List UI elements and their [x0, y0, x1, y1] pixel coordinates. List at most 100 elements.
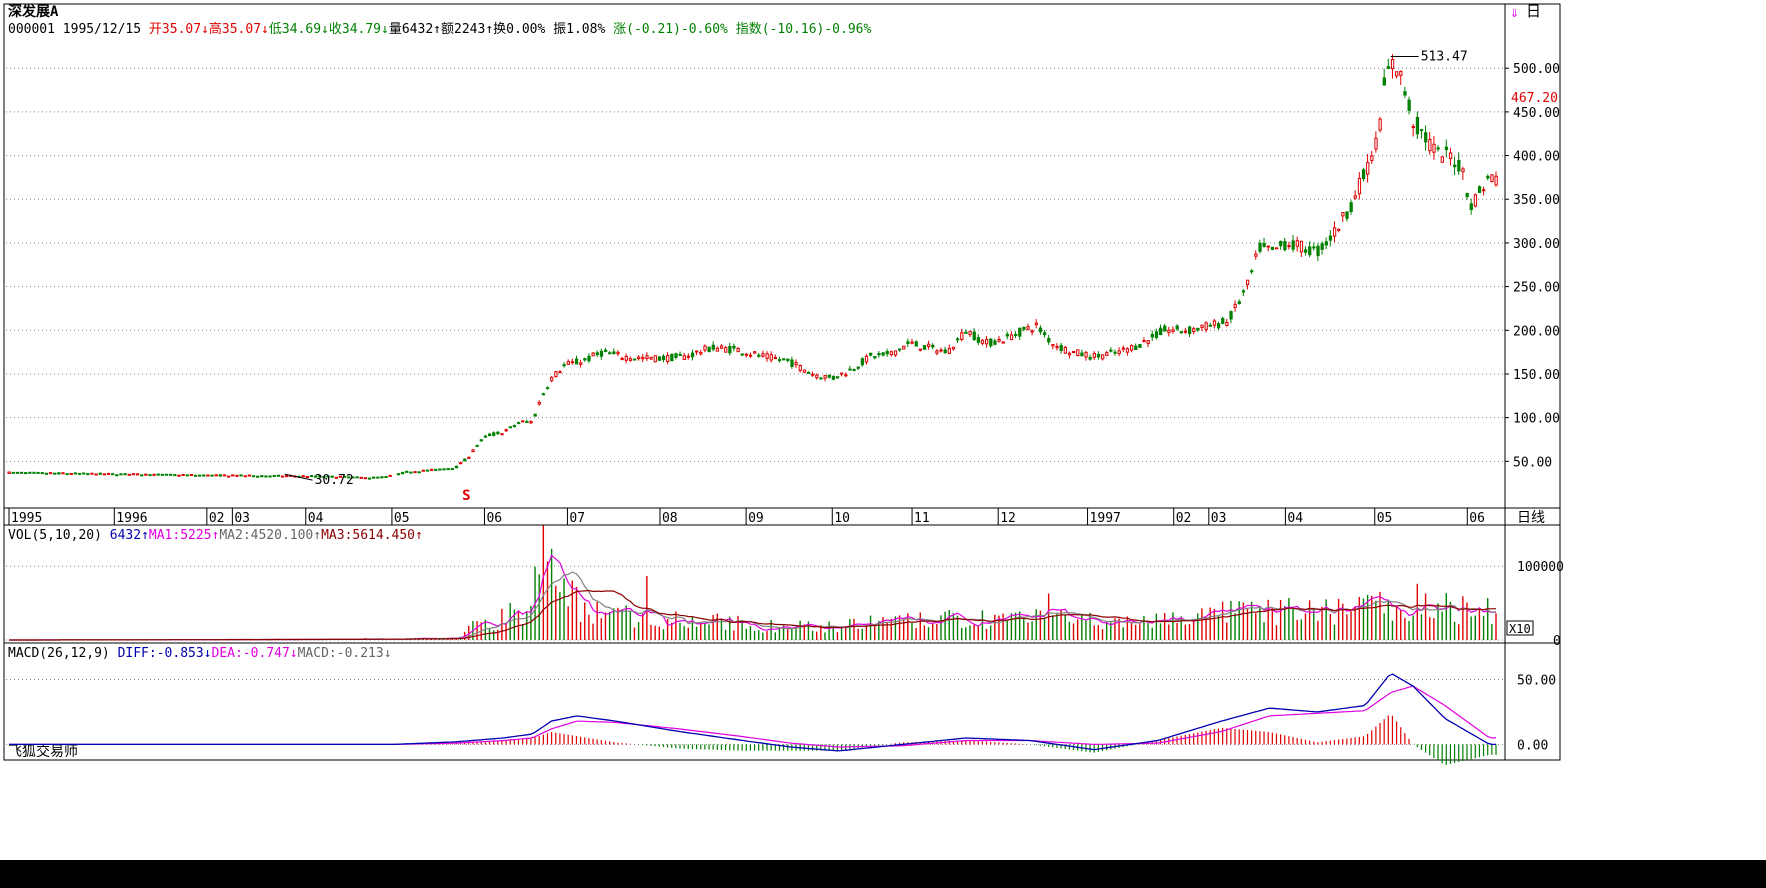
candle-body [94, 473, 98, 476]
candle-body [1175, 325, 1179, 330]
candle-body [338, 475, 343, 478]
price-tick-label: 50.00 [1513, 455, 1552, 470]
candle-body [19, 471, 24, 474]
candle-body [1303, 249, 1308, 253]
candle-body [1448, 152, 1453, 160]
candle-body [438, 468, 442, 471]
candle-body [835, 376, 840, 379]
macd-tick-label: 50.00 [1517, 674, 1556, 689]
candle-body [1192, 328, 1196, 332]
macd-dea: DEA:-0.747 [211, 646, 290, 661]
vol-ma3-line [9, 589, 1497, 641]
candle-body [968, 330, 972, 336]
candle-body [537, 402, 541, 405]
candle-body [1109, 349, 1113, 352]
candle-body [1415, 116, 1420, 135]
low-annotation: 30.72 [315, 473, 354, 488]
candle-body [1129, 345, 1134, 351]
candle-body [1167, 329, 1171, 334]
candle-body [1370, 155, 1374, 161]
candle-body [525, 421, 529, 424]
stock-name: 深发展A [8, 4, 59, 20]
candle-body [222, 474, 227, 477]
candle-body [632, 358, 637, 361]
candle-body [458, 462, 463, 465]
candle-body [123, 473, 127, 476]
candle-body [102, 473, 107, 476]
date-tick-label: 08 [662, 511, 678, 526]
candle-body [794, 362, 798, 366]
stock-code: 000001 [8, 22, 55, 37]
candle-body [889, 351, 894, 356]
candle-body [1295, 240, 1299, 247]
candle-body [36, 471, 40, 474]
price-tick-label: 100.00 [1513, 412, 1560, 427]
candle-body [653, 355, 657, 363]
candle-body [1341, 212, 1345, 217]
candle-body [1494, 175, 1498, 186]
candle-body [649, 356, 653, 360]
candle-body [529, 421, 533, 424]
candle-body [1163, 325, 1167, 332]
candle-body [1051, 344, 1055, 347]
candle-body [106, 472, 111, 475]
candle-body [1345, 211, 1349, 219]
candle-body [1101, 354, 1105, 360]
candle-body [260, 475, 264, 478]
macd-lines [9, 673, 1497, 765]
candle-body [1395, 71, 1399, 77]
date-tick-label: 05 [1377, 511, 1393, 526]
candle-body [1072, 351, 1076, 354]
price-tick-label: 400.00 [1513, 150, 1560, 165]
date-tick-label: 03 [234, 511, 250, 526]
candle-body [744, 353, 749, 356]
candle-body [719, 345, 724, 349]
candle-body [227, 475, 231, 478]
candle-body [1432, 143, 1436, 153]
candle-body [1154, 331, 1159, 338]
candle-body [943, 349, 947, 354]
candle-body [985, 338, 989, 345]
candle-body [247, 474, 252, 477]
candle-body [566, 361, 570, 365]
candle-body [773, 357, 778, 360]
candle-body [815, 374, 819, 379]
candle-body [492, 432, 496, 436]
candle-body [1436, 147, 1440, 150]
candle-body [251, 475, 256, 478]
candle-body [690, 352, 695, 358]
candle-body [616, 351, 620, 355]
date-tick-label: 04 [308, 511, 324, 526]
window-toggle-icon[interactable]: 日 [1526, 2, 1542, 20]
candle-body [811, 373, 815, 376]
price-tick-label: 350.00 [1513, 193, 1560, 208]
candle-body [152, 473, 156, 476]
candle-body [1279, 240, 1283, 247]
candle-body [1486, 175, 1490, 179]
candle-body [1204, 322, 1208, 331]
candle-body [15, 471, 20, 474]
candle-body [189, 474, 194, 477]
candle-body [786, 358, 790, 361]
candle-body [169, 473, 173, 476]
candle-body [326, 475, 330, 478]
low-leader [284, 473, 313, 481]
candle-body [218, 474, 223, 477]
download-icon[interactable]: ⇓ [1510, 3, 1520, 21]
candle-body [1196, 327, 1200, 331]
date-tick-label: 02 [1176, 511, 1192, 526]
candle-body [583, 358, 587, 361]
amt-label: 额 [441, 22, 455, 37]
candle-body [202, 474, 206, 477]
vol-tick-label: 100000 [1517, 560, 1564, 575]
candle-body [637, 356, 641, 360]
open-label: 开 [148, 22, 162, 37]
date-tick-label: 03 [1211, 511, 1227, 526]
candle-body [670, 353, 674, 362]
candle-body [910, 341, 914, 344]
candle-body [993, 340, 997, 345]
candle-body [367, 477, 372, 480]
candle-body [77, 472, 82, 475]
candle-body [624, 355, 628, 361]
